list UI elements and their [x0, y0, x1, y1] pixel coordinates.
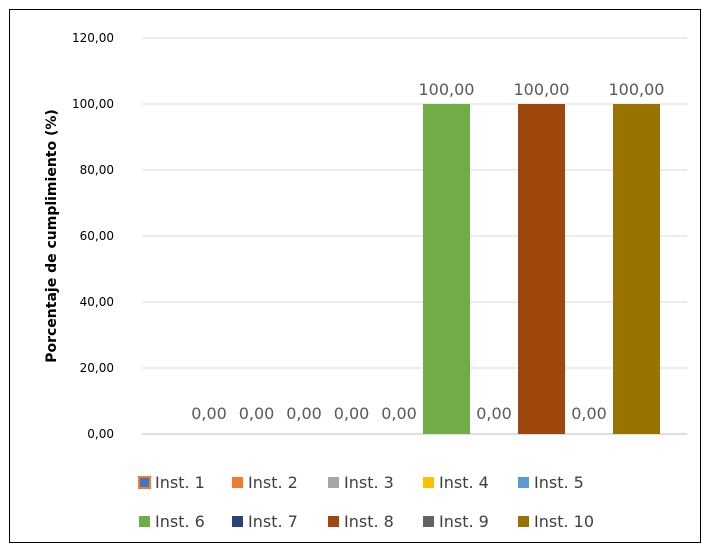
- legend-label: Inst. 10: [534, 512, 594, 531]
- legend-swatch: [518, 516, 529, 527]
- legend-item-inst-8: Inst. 8: [328, 512, 394, 531]
- data-label: 0,00: [381, 404, 417, 423]
- legend-label: Inst. 4: [439, 473, 489, 492]
- bar-inst-6: [423, 104, 470, 434]
- legend-item-inst-3: Inst. 3: [328, 473, 394, 492]
- legend-swatch: [232, 477, 243, 488]
- data-label: 0,00: [191, 404, 227, 423]
- data-label: 0,00: [239, 404, 275, 423]
- legend-label: Inst. 7: [248, 512, 298, 531]
- bars: [423, 104, 660, 434]
- legend-swatch: [328, 477, 339, 488]
- y-axis-ticks: 0,00 20,00 40,00 60,00 80,00 100,00 120,00: [72, 31, 114, 441]
- legend-item-inst-4: Inst. 4: [423, 473, 489, 492]
- legend-item-inst-1: Inst. 1: [138, 473, 205, 492]
- legend-label: Inst. 2: [248, 473, 298, 492]
- legend-swatch: [138, 476, 151, 489]
- data-label: 100,00: [609, 80, 665, 99]
- bar-inst-8: [518, 104, 565, 434]
- data-label: 0,00: [286, 404, 322, 423]
- data-labels: 0,00 0,00 0,00 0,00 0,00 100,00 0,00 100,00 0,00…: [191, 80, 664, 423]
- bar-inst-10: [613, 104, 660, 434]
- bar-chart: 0,00 20,00 40,00 60,00 80,00 100,00 120,00 Por…: [44, 31, 687, 531]
- legend-label: Inst. 3: [344, 473, 394, 492]
- legend: Inst. 1 Inst. 2 Inst. 3 Inst. 4 Inst. 5 Inst.…: [138, 473, 594, 531]
- data-label: 100,00: [419, 80, 475, 99]
- legend-swatch: [232, 516, 243, 527]
- data-label: 0,00: [334, 404, 370, 423]
- legend-label: Inst. 9: [439, 512, 489, 531]
- legend-swatch: [518, 477, 529, 488]
- y-axis-label: Porcentaje de cumplimiento (%): [44, 109, 60, 363]
- y-tick-label: 60,00: [80, 229, 114, 243]
- y-tick-label: 120,00: [72, 31, 114, 45]
- legend-item-inst-7: Inst. 7: [232, 512, 298, 531]
- y-tick-label: 20,00: [80, 361, 114, 375]
- legend-swatch: [423, 516, 434, 527]
- legend-swatch: [328, 516, 339, 527]
- y-tick-label: 80,00: [80, 163, 114, 177]
- legend-item-inst-5: Inst. 5: [518, 473, 584, 492]
- gridlines: [142, 37, 687, 435]
- data-label: 100,00: [514, 80, 570, 99]
- legend-item-inst-2: Inst. 2: [232, 473, 298, 492]
- y-tick-label: 100,00: [72, 97, 114, 111]
- legend-item-inst-10: Inst. 10: [518, 512, 594, 531]
- y-tick-label: 40,00: [80, 295, 114, 309]
- y-tick-label: 0,00: [87, 427, 114, 441]
- data-label: 0,00: [571, 404, 607, 423]
- legend-label: Inst. 1: [155, 473, 205, 492]
- data-label: 0,00: [476, 404, 512, 423]
- chart-container: 0,00 20,00 40,00 60,00 80,00 100,00 120,00 Por…: [9, 9, 701, 543]
- legend-label: Inst. 8: [344, 512, 394, 531]
- legend-swatch: [139, 516, 150, 527]
- legend-item-inst-6: Inst. 6: [139, 512, 205, 531]
- legend-label: Inst. 6: [155, 512, 205, 531]
- legend-swatch: [423, 477, 434, 488]
- legend-label: Inst. 5: [534, 473, 584, 492]
- legend-item-inst-9: Inst. 9: [423, 512, 489, 531]
